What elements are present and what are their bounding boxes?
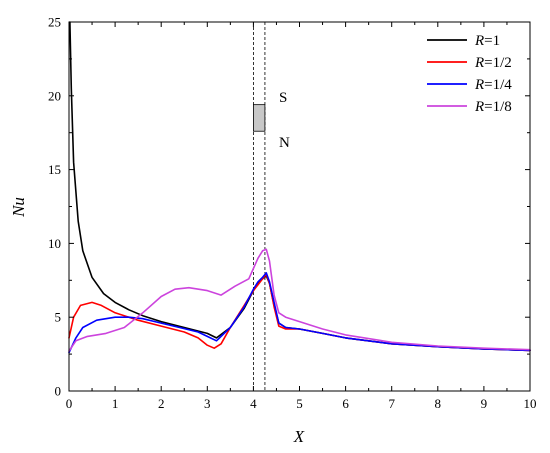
y-axis-ticks: 0 5 10 15 20 25 — [48, 15, 530, 399]
legend: R=1 R=1/2 R=1/4 R=1/8 — [427, 33, 512, 115]
x-axis-label: X — [293, 427, 305, 446]
series-line-4 — [68, 248, 531, 352]
x-tick-label: 8 — [435, 396, 442, 411]
y-tick-label: 25 — [48, 15, 61, 30]
x-tick-label: 10 — [524, 396, 537, 411]
x-tick-label: 0 — [66, 396, 73, 411]
series-line-3 — [68, 272, 531, 354]
legend-entry-2: R=1/2 — [474, 55, 512, 71]
y-tick-label: 0 — [55, 384, 62, 399]
x-axis-ticks: 0 1 2 3 4 5 6 7 8 9 10 — [66, 22, 537, 411]
x-tick-label: 1 — [112, 396, 119, 411]
y-tick-label: 15 — [48, 162, 61, 177]
x-tick-label: 3 — [204, 396, 211, 411]
legend-entry-3: R=1/4 — [474, 77, 512, 93]
legend-entry-4: R=1/8 — [474, 99, 512, 115]
y-tick-label: 5 — [55, 310, 62, 325]
legend-entry-1: R=1 — [474, 33, 500, 49]
heat-block — [252, 104, 266, 132]
x-tick-label: 7 — [388, 396, 395, 411]
south-annotation: S — [279, 90, 287, 106]
x-tick-label: 5 — [296, 396, 303, 411]
x-tick-label: 2 — [158, 396, 165, 411]
series-layer — [68, 21, 531, 354]
x-tick-label: 9 — [481, 396, 488, 411]
y-tick-label: 10 — [48, 236, 61, 251]
north-annotation: N — [279, 135, 290, 151]
x-tick-label: 4 — [250, 396, 257, 411]
x-tick-label: 6 — [342, 396, 349, 411]
y-tick-label: 20 — [48, 88, 61, 103]
y-axis-label: Nu — [9, 197, 28, 218]
